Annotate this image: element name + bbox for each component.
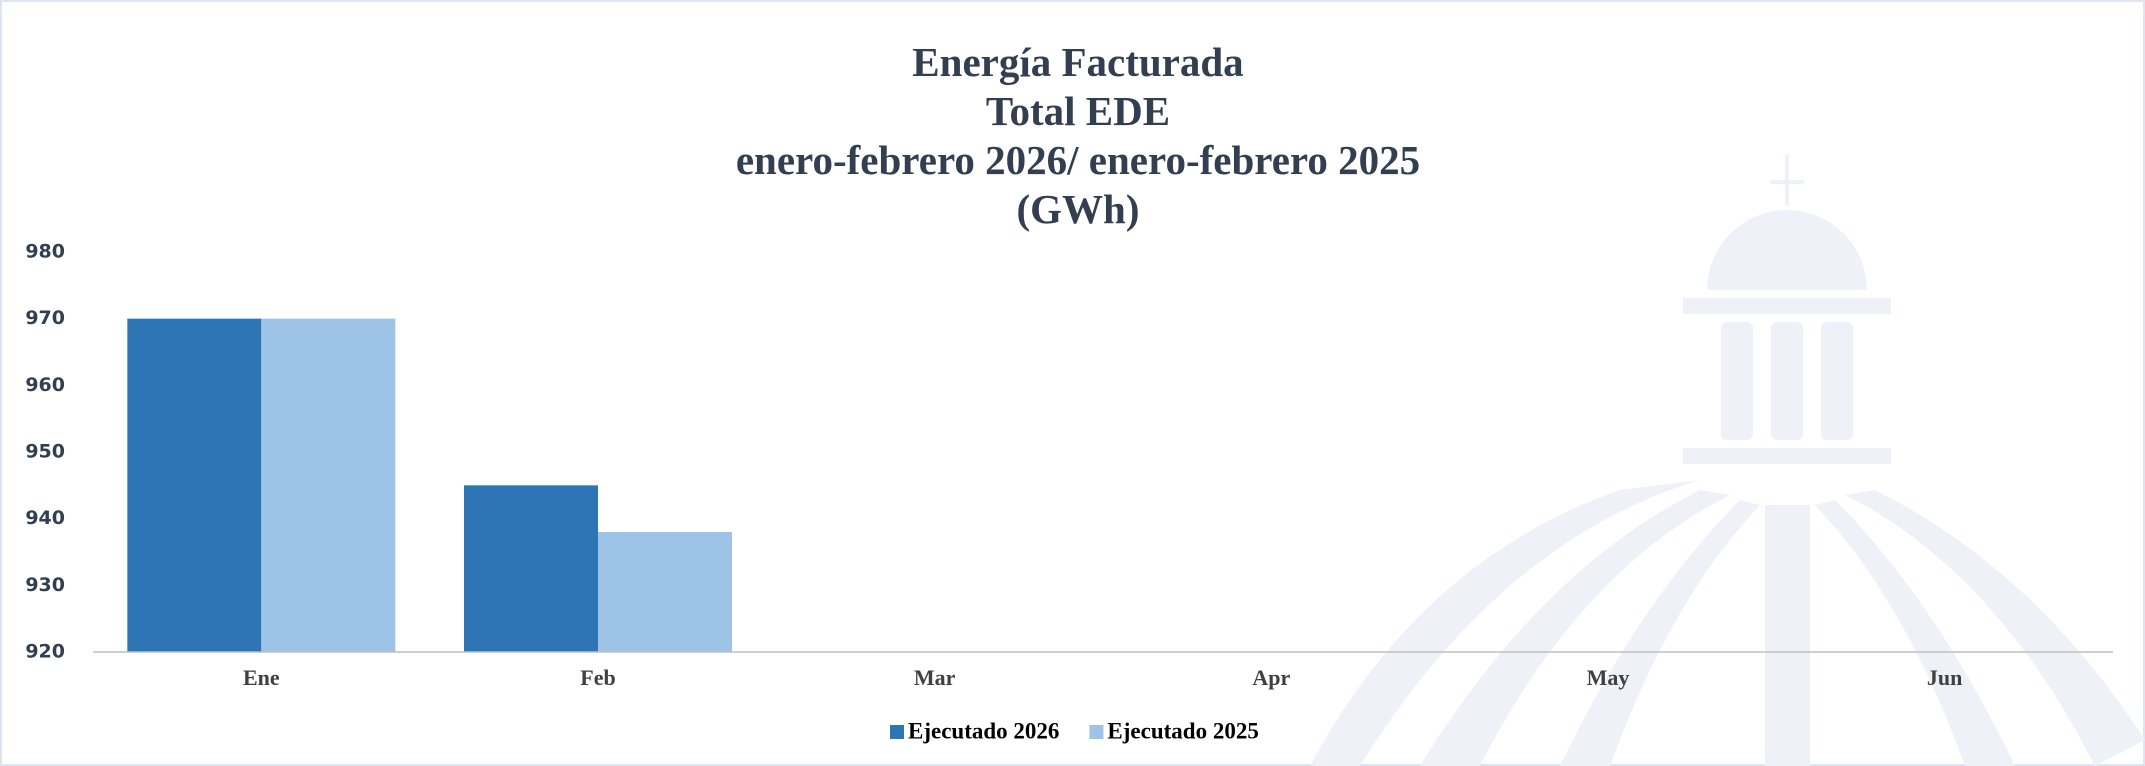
chart: Energía FacturadaTotal EDEenero-febrero …: [0, 0, 2145, 766]
y-tick-label: 970: [25, 307, 65, 329]
legend-label: Ejecutado 2026: [908, 718, 1059, 743]
y-tick-label: 980: [25, 241, 65, 263]
x-tick-label: Mar: [914, 665, 956, 690]
x-tick-label: May: [1587, 665, 1630, 690]
x-tick-label: Ene: [243, 665, 280, 690]
legend-label: Ejecutado 2025: [1107, 718, 1258, 743]
chart-title: Energía Facturada: [912, 39, 1243, 85]
y-tick-label: 940: [25, 507, 65, 529]
bar: [464, 485, 598, 652]
x-tick-label: Feb: [580, 665, 615, 690]
y-tick-label: 920: [25, 641, 65, 663]
legend-swatch: [1089, 725, 1103, 739]
legend-swatch: [890, 725, 904, 739]
y-tick-label: 930: [25, 574, 65, 596]
bar: [127, 319, 261, 652]
chart-title: (GWh): [1017, 186, 1140, 232]
chart-title: enero-febrero 2026/ enero-febrero 2025: [736, 137, 1420, 183]
x-tick-label: Jun: [1927, 665, 1962, 690]
bar: [261, 319, 395, 652]
x-tick-label: Apr: [1252, 665, 1290, 690]
bar: [598, 532, 732, 652]
y-tick-label: 960: [25, 374, 65, 396]
chart-title: Total EDE: [986, 88, 1170, 134]
y-tick-label: 950: [25, 441, 65, 463]
